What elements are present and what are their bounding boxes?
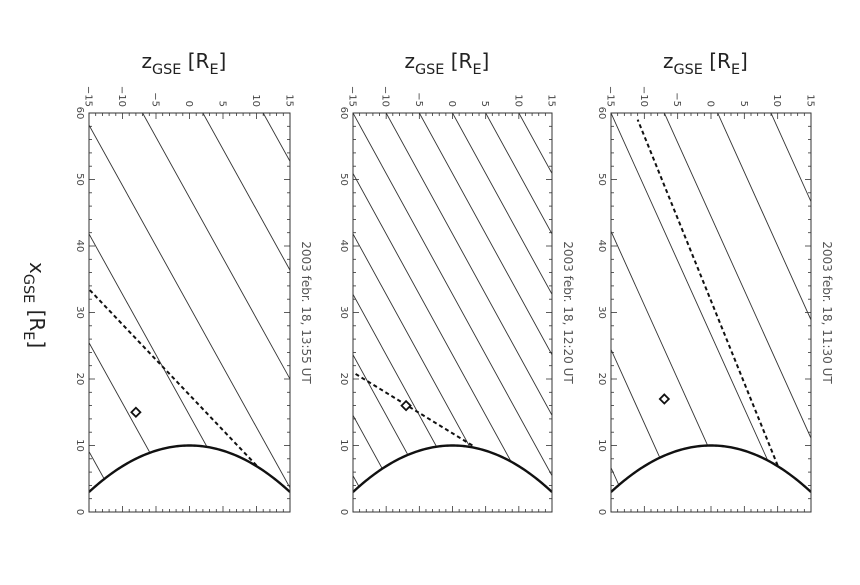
z-tick-label: 10 xyxy=(250,94,261,107)
z-tick-label: 0 xyxy=(183,101,194,107)
panel-2: −15 −10 −5 0 5 10 15 0 10 20 30 40 50 60 2003 febr. 18… xyxy=(338,49,575,515)
x-tick-label: 10 xyxy=(338,439,349,452)
x-tick-label: 60 xyxy=(596,107,607,120)
x-tick-label: 30 xyxy=(596,306,607,319)
field-line xyxy=(611,113,792,512)
bow-shock xyxy=(611,444,811,493)
field-line xyxy=(89,341,184,512)
z-tick-label: 15 xyxy=(805,94,816,107)
z-axis-title: zGSE [RE] xyxy=(142,49,227,79)
field-line xyxy=(385,113,552,417)
z-tick-label: −15 xyxy=(347,86,358,107)
field-line xyxy=(452,113,552,296)
z-tick-label: 15 xyxy=(546,94,557,107)
magnetosheath-region xyxy=(89,445,290,512)
panel-3: −15 −10 −5 0 5 10 15 0 10 20 30 40 50 60 2003 febr. 18… xyxy=(596,49,834,515)
x-tick-label: 0 xyxy=(74,509,85,515)
x-tick-label: 10 xyxy=(596,439,607,452)
z-tick-label: 5 xyxy=(738,101,749,107)
x-tick-label: 40 xyxy=(338,240,349,253)
z-tick-label: −15 xyxy=(83,86,94,107)
field-line xyxy=(770,113,811,203)
field-line xyxy=(353,414,407,512)
field-line xyxy=(89,124,290,489)
field-line xyxy=(353,113,552,477)
field-line xyxy=(89,232,244,512)
magnetosheath-region xyxy=(353,445,552,512)
x-tick-label: 20 xyxy=(338,373,349,386)
bow-shock xyxy=(353,444,552,493)
field-line xyxy=(611,348,685,512)
x-tick-label: 20 xyxy=(596,373,607,386)
x-tick-label: 10 xyxy=(74,439,85,452)
z-tick-label: 0 xyxy=(705,101,716,107)
spacecraft-marker xyxy=(658,393,671,405)
bow-shock xyxy=(89,444,290,493)
panel-title: 2003 febr. 18, 13:55 UT xyxy=(299,241,313,384)
field-line xyxy=(418,113,552,356)
z-tick-label: −15 xyxy=(605,86,616,107)
z-axis-title: zGSE [RE] xyxy=(405,49,490,79)
z-tick-label: 10 xyxy=(771,94,782,107)
magnetosheath-region xyxy=(611,445,811,512)
plot-area xyxy=(89,113,290,512)
connection-line xyxy=(636,119,779,466)
field-line xyxy=(142,113,290,380)
x-tick-label: 0 xyxy=(596,509,607,515)
x-tick-label: 40 xyxy=(596,240,607,253)
spacecraft-marker xyxy=(400,399,412,412)
field-line xyxy=(202,113,290,272)
panel-title: 2003 febr. 18, 12:20 UT xyxy=(561,241,575,384)
plot-area xyxy=(353,113,552,512)
x-tick-label: 50 xyxy=(74,173,85,186)
z-tick-label: 0 xyxy=(446,101,457,107)
x-tick-label: 30 xyxy=(74,306,85,319)
panel-1: −15 −10 −5 0 5 10 15 0 10 20 30 40 50 60 2003 febr. 18… xyxy=(74,49,313,515)
x-tick-label: 60 xyxy=(338,107,349,120)
spacecraft-marker xyxy=(130,406,142,419)
x-tick-label: 30 xyxy=(338,306,349,319)
z-tick-label: −5 xyxy=(150,92,161,107)
panel-title: 2003 febr. 18, 11:30 UT xyxy=(820,241,834,384)
z-axis-title: zGSE [RE] xyxy=(663,49,748,79)
field-line xyxy=(353,353,440,512)
x-tick-label: 50 xyxy=(338,173,349,186)
x-tick-label: 0 xyxy=(338,509,349,515)
z-tick-label: 5 xyxy=(217,101,228,107)
connection-line xyxy=(353,371,473,447)
z-tick-label: 5 xyxy=(479,101,490,107)
x-tick-label: 50 xyxy=(596,173,607,186)
plot-area xyxy=(611,113,811,512)
z-tick-label: 15 xyxy=(284,94,295,107)
x-tick-label: 40 xyxy=(74,240,85,253)
x-axis-title-group: xGSE [RE] xyxy=(19,262,49,348)
z-tick-label: −10 xyxy=(116,86,127,107)
z-tick-label: −5 xyxy=(413,92,424,107)
field-line xyxy=(353,232,506,512)
z-tick-label: −10 xyxy=(380,86,391,107)
x-tick-label: 20 xyxy=(74,373,85,386)
x-tick-label: 60 xyxy=(74,107,85,120)
field-line xyxy=(485,113,552,235)
connection-line xyxy=(89,288,258,467)
z-tick-label: −10 xyxy=(638,86,649,107)
x-axis-title: xGSE [RE] xyxy=(19,262,49,348)
z-tick-label: 10 xyxy=(512,94,523,107)
field-line xyxy=(353,293,473,512)
z-tick-label: −5 xyxy=(671,92,682,107)
field-line xyxy=(663,113,811,440)
field-line xyxy=(89,450,123,512)
